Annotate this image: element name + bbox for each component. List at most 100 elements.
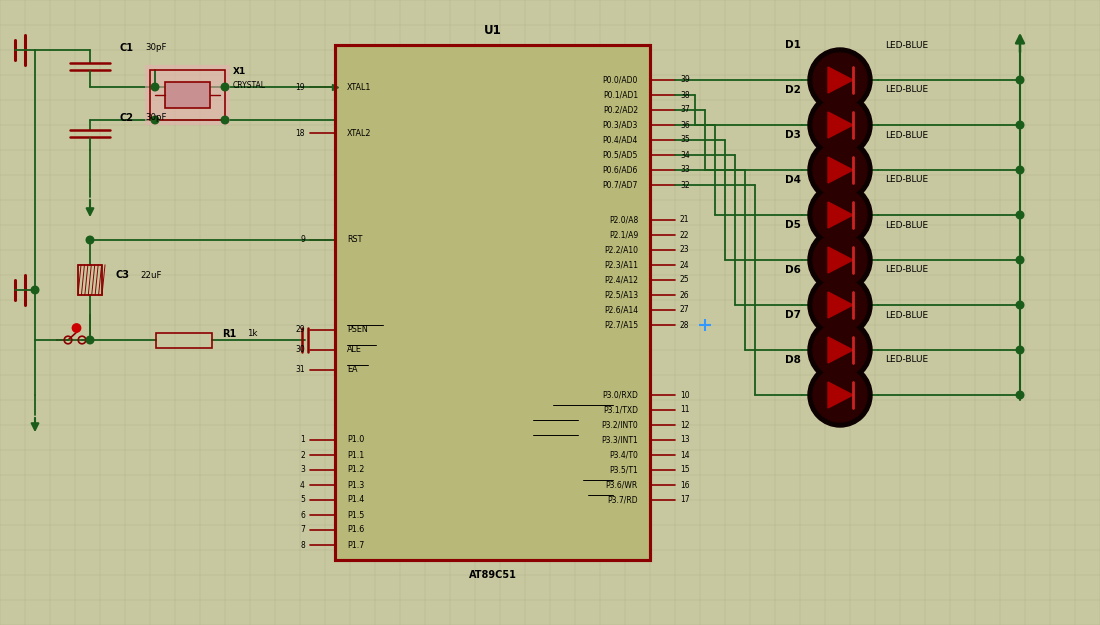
Circle shape (813, 323, 867, 377)
Circle shape (221, 116, 229, 124)
Text: C1: C1 (120, 43, 134, 53)
Text: 31: 31 (296, 366, 305, 374)
Text: 30: 30 (295, 346, 305, 354)
Text: 22uF: 22uF (140, 271, 162, 279)
Circle shape (86, 236, 94, 244)
Text: 3: 3 (300, 466, 305, 474)
Text: ALE: ALE (346, 346, 362, 354)
Text: R1: R1 (222, 329, 236, 339)
Text: 18: 18 (296, 129, 305, 138)
Text: EA: EA (346, 366, 358, 374)
Text: 21: 21 (680, 216, 690, 224)
Text: 24: 24 (680, 261, 690, 269)
Text: 14: 14 (680, 451, 690, 459)
Text: D8: D8 (785, 355, 801, 365)
Text: P0.2/AD2: P0.2/AD2 (603, 106, 638, 114)
Text: P2.6/A14: P2.6/A14 (604, 306, 638, 314)
Circle shape (151, 83, 158, 91)
Text: D5: D5 (785, 220, 801, 230)
Text: 10: 10 (680, 391, 690, 399)
Text: 9: 9 (300, 236, 305, 244)
Text: P0.3/AD3: P0.3/AD3 (603, 121, 638, 129)
Bar (336, 45, 650, 560)
Text: 2: 2 (300, 451, 305, 459)
Text: LED-BLUE: LED-BLUE (886, 356, 928, 364)
Polygon shape (828, 337, 852, 363)
Circle shape (813, 143, 867, 197)
Circle shape (1016, 121, 1024, 129)
Bar (150, 70, 226, 120)
Text: P3.3/INT1: P3.3/INT1 (602, 436, 638, 444)
Text: 29: 29 (296, 326, 305, 334)
Bar (78, 265, 102, 295)
Circle shape (813, 53, 867, 107)
Text: D3: D3 (785, 130, 801, 140)
Text: P2.4/A12: P2.4/A12 (604, 276, 638, 284)
Text: 7: 7 (300, 526, 305, 534)
Text: P0.0/AD0: P0.0/AD0 (603, 76, 638, 84)
Text: LED-BLUE: LED-BLUE (886, 86, 928, 94)
Text: D1: D1 (785, 40, 801, 50)
Circle shape (808, 363, 872, 427)
Circle shape (221, 83, 229, 91)
Polygon shape (828, 292, 852, 318)
Text: D6: D6 (785, 265, 801, 275)
Text: P1.2: P1.2 (346, 466, 364, 474)
Text: P2.7/A15: P2.7/A15 (604, 321, 638, 329)
Text: P1.7: P1.7 (346, 541, 364, 549)
Text: 12: 12 (680, 421, 690, 429)
Text: 34: 34 (680, 151, 690, 159)
Bar (165, 82, 210, 108)
Text: 26: 26 (680, 291, 690, 299)
Polygon shape (828, 247, 852, 273)
Text: 37: 37 (680, 106, 690, 114)
Text: X1: X1 (233, 68, 246, 76)
Polygon shape (828, 157, 852, 183)
Circle shape (1016, 301, 1024, 309)
Text: 23: 23 (680, 246, 690, 254)
Text: P2.1/A9: P2.1/A9 (608, 231, 638, 239)
Circle shape (73, 324, 80, 332)
Text: 30pF: 30pF (145, 114, 166, 122)
Circle shape (813, 98, 867, 152)
Text: D7: D7 (785, 310, 801, 320)
Text: P1.0: P1.0 (346, 436, 364, 444)
Text: XTAL2: XTAL2 (346, 129, 372, 138)
Circle shape (813, 278, 867, 332)
Bar (336, 45, 650, 560)
Text: P3.1/TXD: P3.1/TXD (603, 406, 638, 414)
Text: P3.4/T0: P3.4/T0 (609, 451, 638, 459)
Text: 33: 33 (680, 166, 690, 174)
Text: LED-BLUE: LED-BLUE (886, 176, 928, 184)
Circle shape (86, 336, 94, 344)
Text: 38: 38 (680, 91, 690, 99)
Circle shape (1016, 391, 1024, 399)
Polygon shape (828, 112, 852, 138)
Text: C3: C3 (116, 270, 129, 280)
Circle shape (813, 188, 867, 242)
Text: 15: 15 (680, 466, 690, 474)
Text: LED-BLUE: LED-BLUE (886, 266, 928, 274)
Polygon shape (828, 382, 852, 408)
Text: P1.6: P1.6 (346, 526, 364, 534)
Text: 39: 39 (680, 76, 690, 84)
Text: P3.7/RD: P3.7/RD (607, 496, 638, 504)
Circle shape (813, 368, 867, 422)
Text: P2.0/A8: P2.0/A8 (608, 216, 638, 224)
Circle shape (1016, 166, 1024, 174)
Text: 35: 35 (680, 136, 690, 144)
Text: 1k: 1k (248, 329, 257, 339)
Bar (156, 332, 212, 348)
Text: 16: 16 (680, 481, 690, 489)
Text: XTAL1: XTAL1 (346, 82, 372, 91)
Text: 30pF: 30pF (145, 44, 166, 53)
Circle shape (1016, 211, 1024, 219)
Text: P2.5/A13: P2.5/A13 (604, 291, 638, 299)
Circle shape (808, 48, 872, 112)
Text: 5: 5 (300, 496, 305, 504)
Text: LED-BLUE: LED-BLUE (886, 311, 928, 319)
Text: P1.3: P1.3 (346, 481, 364, 489)
Text: P0.4/AD4: P0.4/AD4 (603, 136, 638, 144)
Text: 11: 11 (680, 406, 690, 414)
Text: P3.6/WR: P3.6/WR (606, 481, 638, 489)
